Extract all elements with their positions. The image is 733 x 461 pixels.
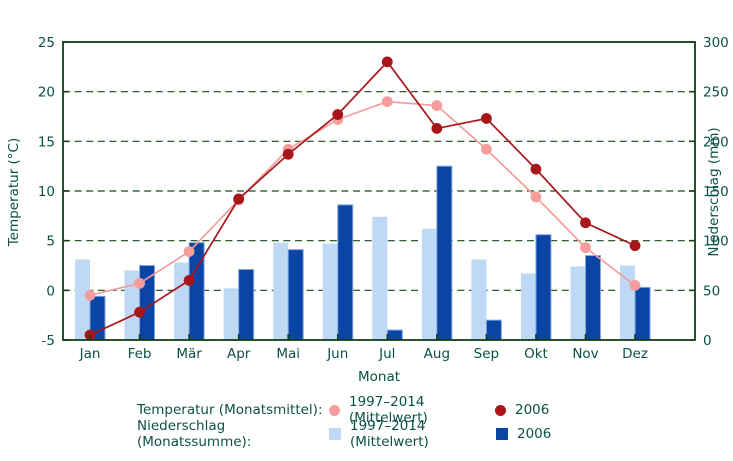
right-tick-label: 300	[703, 35, 729, 51]
point-temp-mean	[381, 96, 393, 107]
x-axis-label: Monat	[357, 369, 401, 385]
bar-precip-mean	[421, 228, 437, 340]
point-temp-2006	[183, 275, 195, 286]
bar-precip-2006	[337, 204, 354, 341]
bar-precip-2006	[585, 255, 601, 341]
left-tick-label: 25	[38, 35, 55, 51]
month-tick-label: Dez	[622, 346, 648, 362]
point-temp-mean	[629, 279, 641, 291]
left-tick-label: -5	[42, 333, 55, 349]
month-tick-label: Apr	[227, 346, 251, 362]
temp-2006-marker-icon	[495, 404, 506, 416]
point-temp-mean	[431, 100, 443, 111]
bar-precip-mean	[124, 270, 140, 340]
bar-precip-2006	[139, 265, 156, 341]
left-tick-label: 5	[46, 234, 55, 250]
month-tick-label: Sep	[474, 346, 499, 362]
point-temp-mean	[84, 289, 96, 301]
left-tick-label: 10	[38, 184, 55, 200]
legend-entry-precip-2006: 2006	[517, 426, 552, 442]
month-tick-label: Okt	[524, 346, 548, 362]
bar-precip-mean	[570, 266, 586, 340]
point-temp-2006	[332, 109, 344, 120]
point-temp-2006	[233, 193, 245, 205]
legend-entry-temp-2006: 2006	[515, 402, 550, 418]
right-tick-label: 0	[703, 333, 712, 349]
precip-mean-marker-icon	[329, 428, 341, 440]
bar-precip-mean	[471, 259, 487, 340]
temp-mean-marker-icon	[329, 404, 340, 416]
month-tick-label: Jan	[79, 346, 101, 362]
y-axis-label-temperature: Temperatur (°C)	[6, 137, 22, 247]
month-tick-label: Mai	[276, 346, 300, 362]
point-temp-2006	[530, 163, 542, 175]
bar-precip-2006	[188, 242, 205, 341]
bar-precip-mean	[174, 262, 190, 340]
bar-precip-2006	[386, 329, 403, 341]
bar-precip-mean	[75, 259, 90, 340]
month-tick-label: Aug	[424, 346, 450, 362]
bar-precip-mean	[273, 242, 289, 340]
point-temp-2006	[134, 306, 145, 318]
month-tick-label: Mär	[176, 346, 202, 362]
bar-precip-2006	[535, 234, 552, 341]
bar-precip-mean	[322, 243, 338, 340]
legend-label-temperature: Temperatur (Monatsmittel):	[137, 402, 323, 418]
left-tick-label: 20	[38, 85, 55, 101]
left-tick-label: 15	[38, 134, 55, 150]
point-temp-mean	[183, 246, 195, 257]
point-temp-mean	[481, 143, 492, 155]
bar-precip-2006	[485, 319, 502, 341]
bar-precip-mean	[372, 216, 388, 340]
point-temp-mean	[580, 242, 591, 254]
point-temp-mean	[134, 277, 145, 289]
point-temp-2006	[381, 56, 393, 68]
y-axis-label-precipitation: Niederschlag (mm)	[706, 127, 722, 257]
bar-precip-mean	[223, 288, 239, 340]
right-tick-label: 200	[703, 134, 729, 150]
line-temp-2006	[89, 60, 636, 336]
point-temp-2006	[580, 217, 591, 229]
precip-2006-marker-icon	[496, 428, 508, 440]
point-temp-mean	[530, 191, 542, 203]
month-tick-label: Jun	[326, 346, 348, 362]
right-tick-label: 50	[703, 283, 720, 299]
bar-precip-2006	[238, 268, 255, 341]
plot-frame	[62, 41, 696, 341]
left-tick-label: 0	[46, 283, 55, 299]
point-temp-2006	[282, 148, 294, 160]
legend-row-precipitation: Niederschlag (Monatssumme): 1997–2014 (M…	[137, 418, 552, 450]
right-tick-label: 100	[703, 234, 729, 250]
legend-row-temperature: Temperatur (Monatsmittel): 1997–2014 (Mi…	[137, 394, 551, 426]
point-temp-2006	[431, 123, 443, 134]
bar-precip-2006	[634, 286, 651, 341]
legend-entry-temp-mean: 1997–2014 (Mittelwert)	[349, 394, 428, 426]
bar-precip-mean	[520, 273, 536, 340]
legend: Temperatur (Monatsmittel): 1997–2014 (Mi…	[137, 394, 552, 450]
point-temp-2006	[629, 240, 641, 252]
legend-entry-precip-mean: 1997–2014 (Mittelwert)	[350, 418, 429, 450]
right-tick-label: 150	[703, 184, 729, 200]
point-temp-2006	[481, 113, 492, 124]
bar-precip-2006	[436, 165, 453, 341]
line-temp-mean	[89, 100, 636, 297]
month-tick-label: Jul	[378, 346, 395, 362]
legend-label-precipitation: Niederschlag (Monatssumme):	[137, 418, 252, 450]
month-tick-label: Feb	[128, 346, 152, 362]
month-tick-label: Nov	[572, 346, 598, 362]
right-tick-label: 250	[703, 85, 729, 101]
bar-precip-2006	[287, 249, 304, 341]
